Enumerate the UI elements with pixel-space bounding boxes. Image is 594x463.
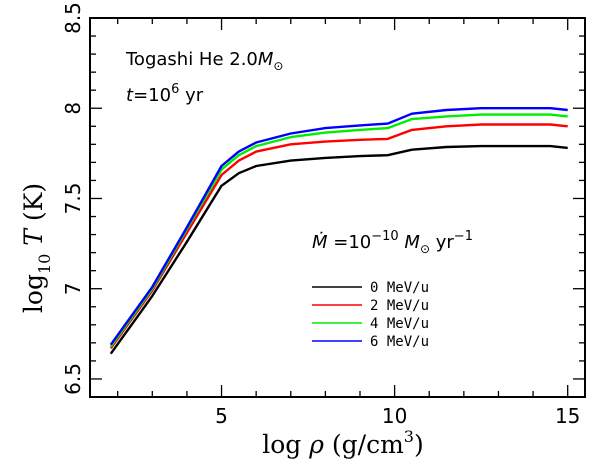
mdot-annotation: Ṁ =10−10 M⊙ yr−1 [312,229,473,256]
y-tick-label: 7 [61,282,85,295]
model-annotation: Togashi He 2.0M⊙ [125,49,283,73]
x-tick-label: 10 [382,404,407,428]
y-tick-label: 7.5 [61,183,85,215]
time-annotation: t=106 yr [126,82,204,106]
legend-label-3: 6 MeV/u [370,334,429,350]
plot-lines [109,106,568,355]
y-tick-label: 8.5 [61,2,85,34]
series-line-1 [109,123,568,349]
tick-labels: 5 10 15 6.5 7 7.5 8 8.5 [61,2,580,428]
x-tick-label: 15 [555,404,580,428]
series-line-2 [109,113,568,348]
x-tick-label: 5 [215,404,228,428]
x-axis-label: log ρ (g/cm3) [262,427,424,459]
legend-label-2: 4 MeV/u [370,316,429,332]
legend-label-0: 0 MeV/u [370,280,429,296]
y-axis-label: log10 T (K) [19,183,54,313]
legend: 0 MeV/u 2 MeV/u 4 MeV/u 6 MeV/u [312,280,429,350]
y-tick-label: 8 [61,102,85,115]
series-line-3 [109,106,568,346]
series-line-0 [109,144,568,355]
legend-label-1: 2 MeV/u [370,298,429,314]
y-tick-label: 6.5 [61,363,85,395]
plot-frame [89,17,586,398]
